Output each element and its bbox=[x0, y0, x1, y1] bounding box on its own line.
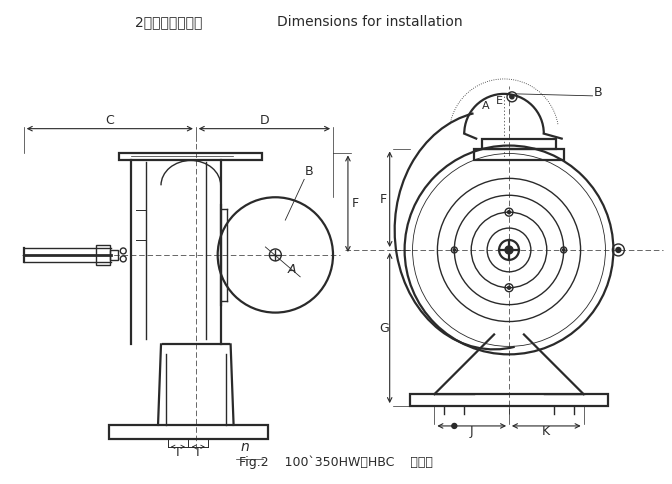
Text: E: E bbox=[496, 96, 503, 106]
Text: A: A bbox=[482, 101, 490, 111]
Text: F: F bbox=[380, 193, 387, 206]
Text: I: I bbox=[176, 446, 179, 459]
Circle shape bbox=[507, 211, 511, 213]
Text: Fig.2    100`350HW、HBC    上出水: Fig.2 100`350HW、HBC 上出水 bbox=[239, 455, 433, 469]
Bar bbox=[409, 394, 608, 406]
Text: 2、结构安装尺尺: 2、结构安装尺尺 bbox=[135, 15, 203, 30]
Bar bbox=[110, 250, 118, 260]
Text: I: I bbox=[196, 446, 200, 459]
Circle shape bbox=[452, 424, 457, 428]
Text: D: D bbox=[259, 114, 269, 127]
Circle shape bbox=[562, 249, 565, 251]
Bar bbox=[474, 149, 564, 161]
Text: K: K bbox=[542, 425, 550, 438]
Bar bbox=[96, 245, 110, 265]
Bar bbox=[110, 425, 268, 439]
Text: A: A bbox=[288, 263, 296, 276]
Text: G: G bbox=[380, 321, 390, 334]
Circle shape bbox=[510, 95, 514, 99]
Text: n: n bbox=[241, 440, 249, 454]
Text: C: C bbox=[106, 114, 114, 127]
Circle shape bbox=[505, 246, 513, 254]
Bar bbox=[482, 138, 556, 149]
Text: B: B bbox=[305, 166, 314, 179]
Text: B: B bbox=[593, 86, 602, 99]
Text: J: J bbox=[470, 425, 474, 438]
Circle shape bbox=[453, 249, 456, 251]
Circle shape bbox=[507, 286, 511, 289]
Text: Dimensions for installation: Dimensions for installation bbox=[277, 15, 462, 30]
Circle shape bbox=[616, 247, 621, 253]
Text: F: F bbox=[352, 197, 359, 210]
Bar bbox=[119, 152, 263, 161]
